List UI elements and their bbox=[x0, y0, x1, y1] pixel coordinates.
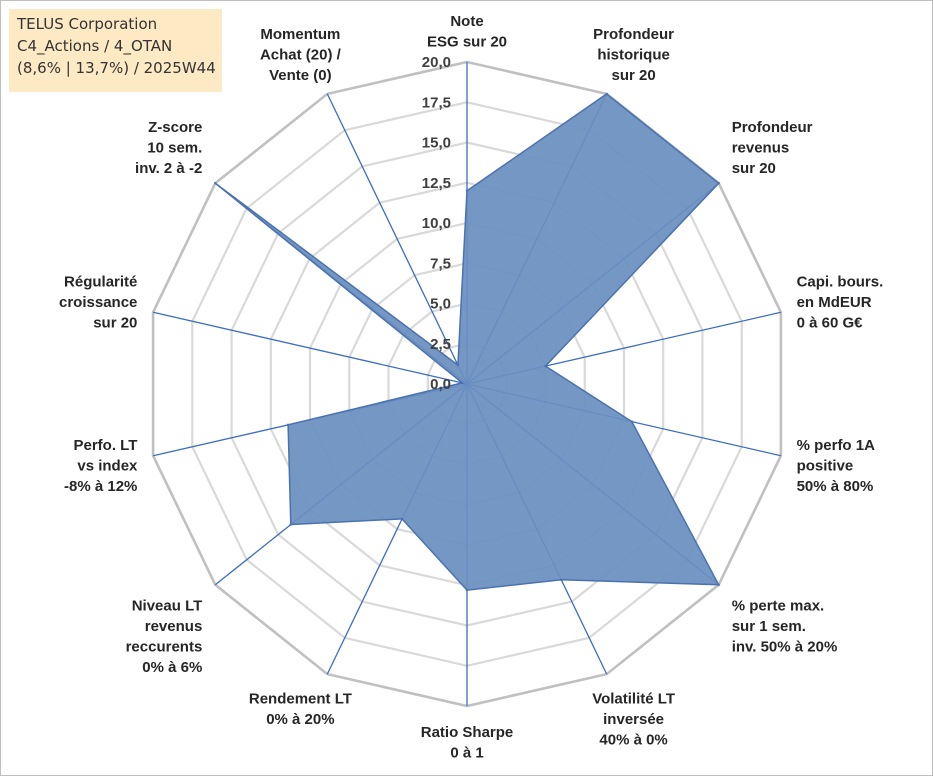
axis-label-line: Ratio Sharpe bbox=[421, 724, 514, 741]
axis-label: % perfo 1A positive 50% à 80% bbox=[797, 437, 876, 495]
tick-label: 17,5 bbox=[422, 94, 451, 111]
axis-label: Momentum Achat (20) / Vente (0) bbox=[260, 26, 342, 84]
axis-label-line: 50% à 80% bbox=[797, 478, 874, 495]
axis-label: Profondeur historique sur 20 bbox=[593, 26, 674, 84]
axis-label-line: 0% à 20% bbox=[266, 711, 334, 728]
radar-tick-labels: 0,0 2,5 5,0 7,5 10,0 12,5 15,0 17,5 20,0 bbox=[422, 54, 451, 393]
series-point bbox=[560, 578, 563, 581]
axis-label-line: Note bbox=[450, 13, 483, 30]
axis-label-line: sur 20 bbox=[732, 160, 776, 177]
axis-label: Volatilité LT inversée 40% à 0% bbox=[592, 691, 675, 749]
axis-label-line: positive bbox=[797, 457, 854, 474]
axis-spoke bbox=[152, 311, 468, 385]
info-box: TELUS Corporation C4_Actions / 4_OTAN (8… bbox=[9, 9, 222, 92]
axis-label: Perfo. LT vs index -8% à 12% bbox=[64, 437, 138, 495]
axis-label-line: Volatilité LT bbox=[592, 691, 675, 708]
info-category: C4_Actions / 4_OTAN bbox=[17, 37, 173, 55]
axis-label-line: % perfo 1A bbox=[797, 437, 876, 454]
series-point bbox=[286, 423, 290, 426]
radar-axis-labels: Note ESG sur 20 Profondeur historique sur 20… bbox=[59, 13, 883, 762]
series-point bbox=[465, 189, 469, 192]
axis-label-line: Vente (0) bbox=[269, 67, 332, 84]
series-point bbox=[214, 182, 217, 185]
axis-label-line: Profondeur bbox=[732, 119, 813, 136]
info-stats: (8,6% | 13,7%) / 2025W44 bbox=[17, 59, 216, 77]
axis-label-line: inv. 50% à 20% bbox=[732, 639, 838, 656]
axis-label: Capi. bours. en MdEUR 0 à 60 G€ bbox=[797, 274, 884, 332]
axis-label-line: sur 20 bbox=[93, 315, 137, 332]
axis-label-line: Momentum bbox=[260, 26, 340, 43]
axis-label: % perte max. sur 1 sem. inv. 50% à 20% bbox=[732, 598, 838, 656]
series-point bbox=[544, 364, 547, 368]
tick-label: 5,0 bbox=[430, 296, 451, 313]
axis-label-line: inversée bbox=[603, 711, 664, 728]
axis-label-line: en MdEUR bbox=[797, 294, 872, 311]
radar-series bbox=[214, 92, 720, 592]
axis-label: Niveau LT revenus reccurents 0% à 6% bbox=[126, 598, 203, 677]
series-point bbox=[465, 588, 469, 592]
axis-label-line: 40% à 0% bbox=[599, 732, 667, 749]
axis-label: Profondeur revenus sur 20 bbox=[732, 119, 813, 177]
tick-label: 10,0 bbox=[422, 215, 451, 232]
axis-label-line: revenus bbox=[145, 618, 203, 635]
axis-label: Ratio Sharpe 0 à 1 bbox=[421, 724, 514, 762]
series-point bbox=[461, 381, 464, 385]
axis-spoke bbox=[326, 93, 468, 385]
axis-label-line: historique bbox=[597, 46, 670, 63]
info-title: TELUS Corporation bbox=[17, 15, 158, 33]
series-point bbox=[289, 523, 292, 526]
axis-label-line: Régularité bbox=[64, 274, 137, 291]
axis-label-line: Niveau LT bbox=[132, 598, 203, 615]
series-point bbox=[717, 583, 720, 586]
tick-label: 2,5 bbox=[430, 336, 451, 353]
axis-label-line: inv. 2 à -2 bbox=[135, 160, 202, 177]
axis-label-line: 10 sem. bbox=[147, 140, 202, 157]
tick-label: 0,0 bbox=[430, 376, 451, 393]
axis-label-line: revenus bbox=[732, 140, 790, 157]
tick-label: 7,5 bbox=[430, 255, 451, 272]
axis-label-line: -8% à 12% bbox=[64, 478, 137, 495]
axis-label-line: sur 1 sem. bbox=[732, 618, 806, 635]
axis-label-line: Profondeur bbox=[593, 26, 674, 43]
axis-label: Rendement LT 0% à 20% bbox=[249, 691, 352, 729]
axis-label-line: % perte max. bbox=[732, 598, 825, 615]
tick-label: 15,0 bbox=[422, 135, 451, 152]
series-point bbox=[717, 182, 720, 185]
axis-label-line: Achat (20) / bbox=[260, 46, 342, 63]
axis-label-line: 0 à 60 G€ bbox=[797, 315, 864, 332]
axis-label-line: 0% à 6% bbox=[142, 659, 202, 676]
axis-label-line: sur 20 bbox=[611, 67, 655, 84]
series-point bbox=[605, 92, 608, 96]
tick-label: 12,5 bbox=[422, 175, 451, 192]
series-point bbox=[400, 517, 404, 521]
axis-label-line: Rendement LT bbox=[249, 691, 352, 708]
series-point bbox=[456, 363, 460, 367]
axis-label-line: Perfo. LT bbox=[74, 437, 138, 454]
axis-label-line: reccurents bbox=[126, 639, 203, 656]
tick-label: 20,0 bbox=[422, 54, 451, 71]
axis-label-line: Z-score bbox=[148, 119, 202, 136]
series-point bbox=[630, 420, 633, 423]
axis-label: Note ESG sur 20 bbox=[427, 13, 507, 51]
axis-label: Z-score 10 sem. inv. 2 à -2 bbox=[135, 119, 202, 177]
axis-label: Régularité croissance sur 20 bbox=[59, 274, 137, 332]
axis-label-line: ESG sur 20 bbox=[427, 34, 507, 51]
axis-label-line: 0 à 1 bbox=[450, 745, 483, 762]
axis-label-line: croissance bbox=[59, 294, 137, 311]
axis-label-line: vs index bbox=[77, 457, 138, 474]
axis-label-line: Capi. bours. bbox=[797, 274, 884, 291]
